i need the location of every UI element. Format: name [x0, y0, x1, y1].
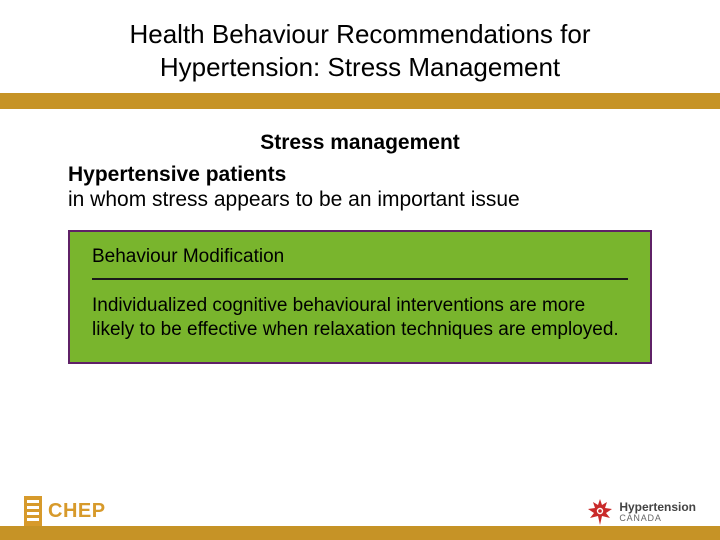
callout-rule — [92, 278, 628, 280]
slide-title: Health Behaviour Recommendations for Hyp… — [40, 18, 680, 83]
callout-heading: Behaviour Modification — [92, 246, 628, 268]
section-title: Stress management — [0, 131, 720, 155]
slide-title-area: Health Behaviour Recommendations for Hyp… — [0, 0, 720, 93]
title-line-1: Health Behaviour Recommendations for — [129, 19, 590, 49]
chep-logo-icon — [24, 496, 42, 526]
footer-bar — [0, 526, 720, 540]
title-underline-bar — [0, 93, 720, 109]
lead-sub: in whom stress appears to be an importan… — [68, 187, 652, 212]
lead-text-block: Hypertensive patients in whom stress app… — [68, 163, 652, 212]
chep-logo-text: CHEP — [48, 500, 106, 523]
callout-body: Individualized cognitive behavioural int… — [92, 294, 628, 342]
hypertension-canada-logo: Hypertension CANADA — [587, 498, 696, 526]
hypertension-canada-text: Hypertension CANADA — [619, 501, 696, 523]
callout-box: Behaviour Modification Individualized co… — [68, 230, 652, 364]
chep-logo: CHEP — [24, 496, 106, 526]
hc-main: Hypertension — [619, 501, 696, 514]
hc-sub: CANADA — [619, 514, 696, 523]
title-line-2: Hypertension: Stress Management — [160, 52, 560, 82]
maple-leaf-icon — [587, 498, 613, 526]
lead-bold: Hypertensive patients — [68, 163, 652, 187]
footer: CHEP Hypertension CANADA — [0, 480, 720, 540]
